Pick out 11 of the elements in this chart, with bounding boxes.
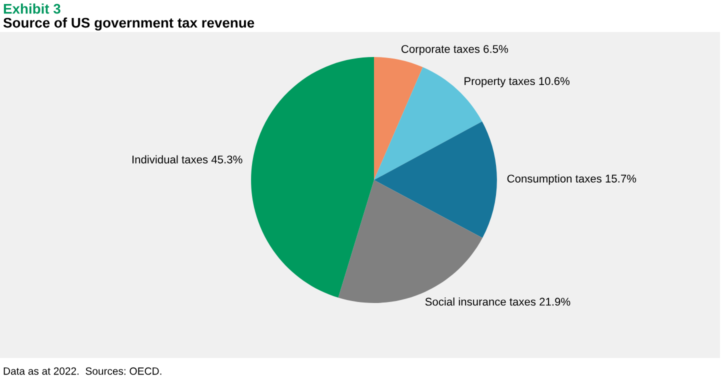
slice-label: Property taxes 10.6%: [464, 77, 570, 88]
chart-subtitle: Source of US government tax revenue: [3, 17, 254, 31]
slice-label: Individual taxes 45.3%: [132, 155, 242, 164]
slice-label: Social insurance taxes 21.9%: [425, 298, 570, 306]
slice-label: Corporate taxes 6.5%: [401, 45, 508, 56]
text: Data as at 2022. Sources: OECD.: [4, 367, 162, 375]
slice-label: Consumption taxes 15.7%: [507, 174, 636, 185]
chart-title: Exhibit 3: [4, 4, 60, 14]
pie-slice: [374, 57, 423, 180]
pie-slice: [251, 57, 374, 298]
pie-slice: [374, 121, 497, 238]
